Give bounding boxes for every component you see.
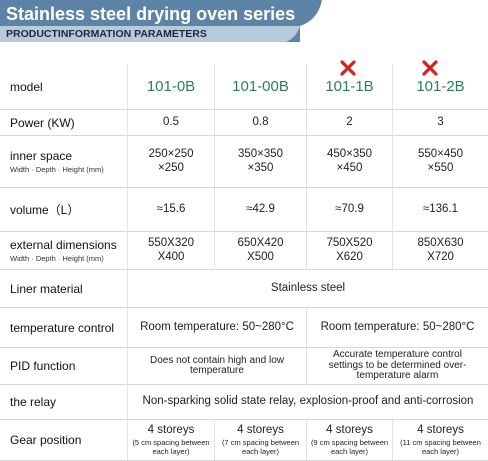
table-cell: 4 storeys (7 cm spacing between each laye… (214, 420, 306, 461)
cell-text: ≈15.6 (156, 202, 186, 215)
table-cell: ≈15.6 (127, 188, 214, 232)
table-cell: 101-1B (306, 64, 392, 110)
table-cell: 550X320 X400 (127, 232, 214, 270)
row-label-cell: Liner material (0, 270, 127, 308)
row-label-cell: Power (KW) (0, 110, 127, 136)
table-cell: 0.5 (127, 110, 214, 136)
table-cell: 550×450 ×550 (392, 136, 488, 188)
row-label: external dimensions (10, 238, 117, 252)
cell-note: (7 cm spacing between each layer) (221, 438, 300, 456)
cell-text: 850X630 X720 (417, 237, 464, 263)
table-cell: Does not contain high and low temperatur… (127, 348, 306, 385)
table-cell: ≈70.9 (306, 188, 392, 232)
table-cell: 4 storeys (9 cm spacing between each laye… (306, 420, 392, 461)
cell-text: Non-sparking solid state relay, explosio… (142, 395, 474, 408)
cell-text: 4 storeys (147, 424, 195, 437)
table-cell: Room temperature: 50~280°C (306, 308, 488, 348)
cell-text: 750X520 X620 (326, 237, 373, 263)
cell-text: 2 (346, 115, 353, 128)
row-label-cell: Gear position (0, 420, 127, 461)
cell-text: ≈70.9 (335, 202, 364, 215)
row-label: temperature control (10, 320, 115, 335)
cell-text: 350×350 ×350 (237, 148, 284, 174)
row-label-cell: PID function (0, 348, 127, 385)
row-label-cell: temperature control (0, 308, 127, 348)
table-cell: ≈42.9 (214, 188, 306, 232)
cell-text: Room temperature: 50~280°C (320, 320, 475, 333)
model-name: 101-1B (325, 78, 374, 95)
table-cell: 250×250 ×250 (127, 136, 214, 188)
cell-text: Accurate temperature control settings to… (328, 349, 467, 382)
cell-note: (11 cm spacing between each layer) (400, 438, 481, 456)
cell-text: 0.8 (252, 115, 269, 128)
cell-text: 450×350 ×450 (326, 148, 373, 174)
cell-text: 4 storeys (417, 424, 464, 437)
table-cell: 4 storeys (11 cm spacing between each lay… (392, 420, 488, 461)
row-label-cell: external dimensions Width · Depth · Heigh… (0, 232, 127, 270)
table-cell: Accurate temperature control settings to… (306, 348, 488, 385)
cell-text: ≈136.1 (422, 202, 459, 215)
cell-text: Does not contain high and low temperatur… (150, 354, 284, 376)
cell-text: 4 storeys (237, 424, 284, 437)
row-label: the relay (10, 395, 57, 409)
title: Stainless steel drying oven series (6, 4, 295, 24)
cell-text: 0.5 (163, 115, 179, 128)
row-sublabel: Width · Depth · Height (mm) (10, 254, 104, 263)
table-cell: 0.8 (214, 110, 306, 136)
row-sublabel: Width · Depth · Height (mm) (10, 165, 104, 174)
cell-text: Stainless steel (270, 281, 346, 294)
row-label: PID function (10, 359, 76, 373)
row-label-cell: volume（L） (0, 188, 127, 232)
row-label-cell: inner space Width · Depth · Height (mm) (0, 136, 127, 188)
model-name: 101-0B (146, 78, 196, 95)
row-label-cell: the relay (0, 385, 127, 420)
table-cell: 2 (306, 110, 392, 136)
table-cell: 750X520 X620 (306, 232, 392, 270)
row-label: model (10, 79, 43, 94)
table-cell: 4 storeys (5 cm spacing between each laye… (127, 420, 214, 461)
row-label: volume（L） (10, 203, 80, 217)
cell-text: ≈42.9 (246, 202, 275, 215)
cell-text: 3 (437, 115, 444, 128)
table-cell: ≈136.1 (392, 188, 488, 232)
subtitle: PRODUCTINFORMATION PARAMETERS (6, 28, 207, 40)
row-label: Gear position (10, 433, 82, 447)
x-icons (340, 60, 438, 76)
cell-text: 550X320 X400 (147, 237, 195, 263)
table-cell: 3 (392, 110, 488, 136)
table-cell: 650X420 X500 (214, 232, 306, 270)
table-cell: 350×350 ×350 (214, 136, 306, 188)
table-cell: 101-2B (392, 64, 488, 110)
table-cell: Stainless steel (127, 270, 488, 308)
cell-text: 650X420 X500 (237, 237, 284, 263)
table-cell: Room temperature: 50~280°C (127, 308, 306, 348)
table-cell: 101-0B (127, 64, 214, 110)
model-name: 101-00B (232, 78, 289, 95)
row-label: inner space (10, 149, 73, 163)
cell-text: 4 storeys (326, 424, 373, 437)
table-cell: 450×350 ×450 (306, 136, 392, 188)
row-label: Power (KW) (10, 115, 75, 130)
cell-text: 250×250 ×250 (148, 148, 194, 174)
table-cell: Non-sparking solid state relay, explosio… (127, 385, 488, 420)
cell-text: Room temperature: 50~280°C (140, 320, 294, 333)
row-label: Liner material (10, 281, 83, 296)
cell-note: (5 cm spacing between each layer) (132, 438, 210, 456)
table-cell: 101-00B (214, 64, 306, 110)
cell-text: 550×450 ×550 (417, 148, 464, 174)
model-name: 101-2B (416, 78, 465, 95)
banner: Stainless steel drying oven series PRODU… (0, 0, 322, 42)
cell-note: (9 cm spacing between each layer) (310, 438, 389, 456)
table-cell: 850X630 X720 (392, 232, 488, 270)
row-label-cell: model (0, 64, 127, 110)
